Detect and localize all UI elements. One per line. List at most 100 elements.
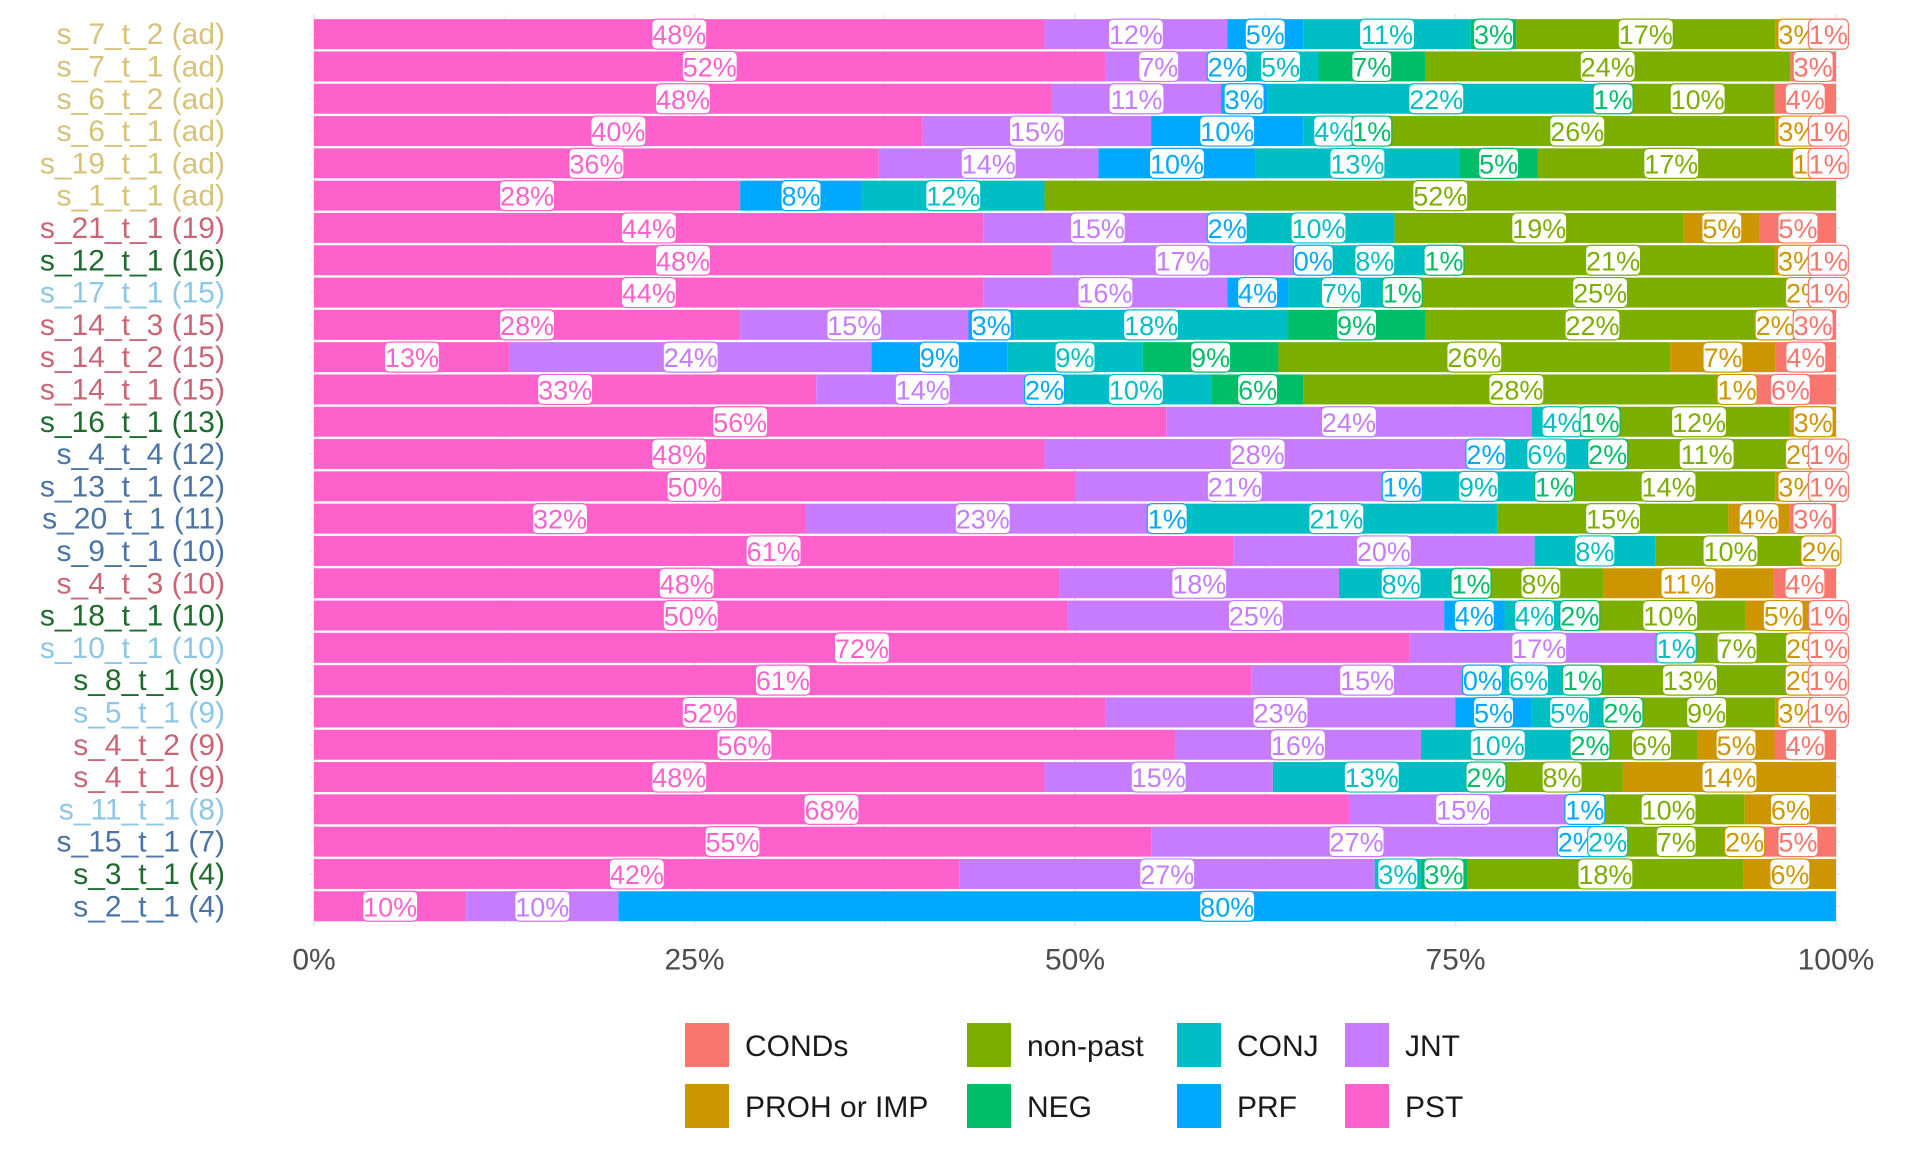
data-label: 26% <box>1549 115 1606 147</box>
data-label-text: 5% <box>1550 698 1589 728</box>
data-label: 13% <box>1329 147 1386 179</box>
data-label-box <box>1511 212 1568 244</box>
data-label-box <box>1351 115 1393 147</box>
data-label-box <box>1777 826 1819 858</box>
data-label-box <box>681 50 738 83</box>
data-label-box <box>1792 503 1834 535</box>
data-label-box <box>1269 729 1327 761</box>
data-label-box <box>1640 793 1697 825</box>
y-tick-label: s_7_t_2 (ad) <box>57 18 225 51</box>
data-label-box <box>1290 212 1347 244</box>
data-label-text: 2% <box>1208 52 1247 82</box>
data-label-box <box>1541 761 1583 793</box>
data-label: 10% <box>1469 729 1526 761</box>
data-label-text: 56% <box>717 731 771 761</box>
data-label-box <box>894 373 951 406</box>
data-label: 4% <box>1784 83 1826 115</box>
data-label-box <box>1574 535 1616 567</box>
data-label-box <box>654 83 712 115</box>
data-label-text: 15% <box>1071 214 1125 244</box>
data-label-text: 55% <box>706 828 760 858</box>
data-label-box <box>1507 664 1550 696</box>
data-label-text: 27% <box>1330 828 1384 858</box>
data-label-text: 2% <box>1756 311 1795 341</box>
data-label-box <box>1292 244 1334 276</box>
data-label-text: 17% <box>1512 634 1566 664</box>
data-label-text: 4% <box>1786 343 1825 373</box>
data-label: 23% <box>954 503 1011 535</box>
data-label-text: 15% <box>827 311 881 341</box>
data-label: 7% <box>1351 50 1393 83</box>
data-label: 0% <box>1461 664 1504 696</box>
data-label-box <box>1807 470 1849 502</box>
data-label-text: 18% <box>1124 311 1178 341</box>
data-label-box <box>1227 599 1284 632</box>
data-label: 61% <box>745 535 802 567</box>
data-label: 48% <box>651 438 708 470</box>
data-label-box <box>1724 826 1766 858</box>
data-label-box <box>1206 212 1248 244</box>
data-label-text: 1% <box>1809 246 1848 276</box>
data-label-box <box>1244 18 1286 50</box>
data-label-box <box>1807 664 1849 696</box>
data-label-box <box>1351 50 1393 83</box>
data-label: 2% <box>1602 696 1644 728</box>
data-label-text: 7% <box>1139 52 1178 82</box>
data-label-text: 6% <box>1771 795 1810 825</box>
data-label: 0% <box>1292 244 1334 276</box>
data-label: 2% <box>1206 212 1248 244</box>
data-label-box <box>1069 212 1126 244</box>
data-label: 9% <box>1457 470 1499 502</box>
data-label: 2% <box>1587 826 1629 858</box>
data-label-box <box>620 212 677 244</box>
data-label: 68% <box>803 793 860 825</box>
data-label: 12% <box>1107 18 1164 50</box>
data-label-text: 4% <box>1786 731 1825 761</box>
data-label-text: 0% <box>1463 666 1502 696</box>
data-label-text: 22% <box>1565 311 1619 341</box>
data-label: 52% <box>681 696 738 728</box>
legend-label: PST <box>1405 1091 1463 1124</box>
data-label-box <box>362 890 419 922</box>
data-label-box <box>918 341 960 373</box>
data-label-box <box>1533 470 1576 502</box>
data-label: 24% <box>1579 50 1636 82</box>
data-label: 20% <box>1355 535 1413 567</box>
data-label-text: 15% <box>1132 763 1186 793</box>
data-label-text: 6% <box>1770 860 1809 890</box>
y-tick-label: s_3_t_1 (4) <box>73 858 225 891</box>
data-label-box <box>1381 276 1423 309</box>
data-label-box <box>1587 826 1629 858</box>
data-label: 3% <box>1423 858 1465 890</box>
data-label-text: 42% <box>610 860 664 890</box>
data-label: 11% <box>1108 83 1165 115</box>
data-label-box <box>960 147 1017 179</box>
y-tick-label: s_8_t_1 (9) <box>73 664 225 697</box>
y-tick-label: s_4_t_1 (9) <box>73 761 225 794</box>
data-label-box <box>1472 18 1515 50</box>
data-label-box <box>1108 83 1165 115</box>
data-label-text: 18% <box>1172 569 1226 599</box>
data-label-text: 6% <box>1238 375 1277 405</box>
data-label-box <box>1792 406 1834 438</box>
data-label-box <box>1584 244 1642 276</box>
data-label: 10% <box>1669 83 1726 115</box>
data-label-box <box>1308 503 1365 535</box>
data-label-text: 10% <box>1109 375 1163 405</box>
y-tick-label: s_11_t_1 (8) <box>59 793 225 826</box>
data-label: 5% <box>1244 18 1286 50</box>
data-label-box <box>1130 761 1187 793</box>
data-label: 55% <box>704 826 761 858</box>
data-label-box <box>498 309 556 341</box>
data-label: 15% <box>1008 115 1066 147</box>
data-label-text: 1% <box>1657 634 1696 664</box>
data-label-box <box>1511 632 1568 664</box>
data-label: 2% <box>1754 309 1796 341</box>
data-label: 6% <box>1526 438 1568 470</box>
data-label: 1% <box>1561 664 1603 696</box>
data-label-text: 10% <box>1642 795 1696 825</box>
data-label: 17% <box>1511 632 1568 664</box>
data-label-box <box>1584 503 1642 535</box>
data-label: 16% <box>1269 729 1327 761</box>
data-label: 1% <box>1564 793 1606 825</box>
